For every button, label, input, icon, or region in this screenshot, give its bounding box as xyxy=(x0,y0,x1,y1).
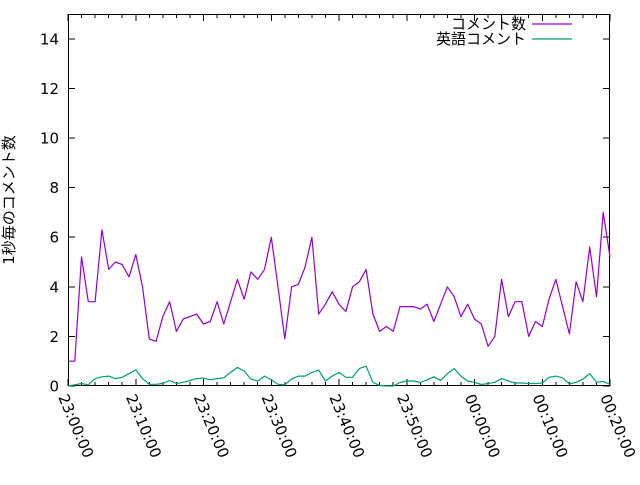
y-axis-tick-label: 6 xyxy=(49,229,59,247)
y-axis-tick-label: 0 xyxy=(49,378,59,396)
legend-label: 英語コメント xyxy=(436,30,526,48)
english-comment-series-line xyxy=(67,365,611,387)
comment-count-series-line xyxy=(68,211,611,362)
y-axis-tick-label: 2 xyxy=(49,328,59,346)
y-axis-tick-label: 14 xyxy=(40,30,59,48)
y-axis-tick-label: 4 xyxy=(49,278,59,296)
y-axis-title: 1秒毎のコメント数 xyxy=(0,135,18,265)
y-axis-tick-label: 8 xyxy=(49,179,59,197)
y-axis-tick-label: 12 xyxy=(40,80,59,98)
legend-label: コメント数 xyxy=(451,15,526,33)
y-axis-tick-label: 10 xyxy=(40,130,59,148)
